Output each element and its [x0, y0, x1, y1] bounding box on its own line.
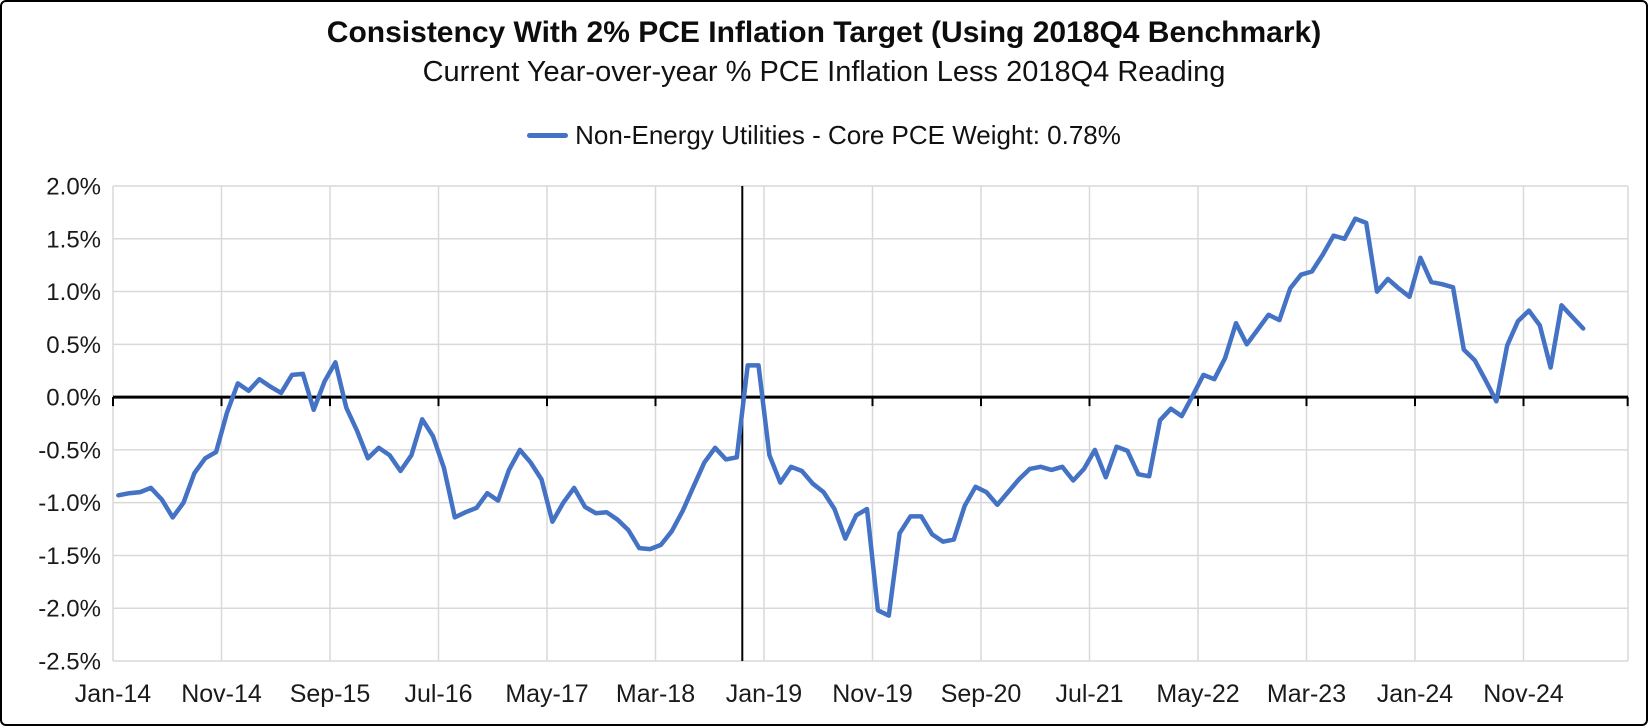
- legend-line-marker: [527, 133, 569, 138]
- x-axis-tick-label: Jul-21: [1055, 680, 1123, 708]
- y-axis-tick-label: -0.5%: [38, 437, 101, 464]
- legend-label: Non-Energy Utilities - Core PCE Weight: …: [575, 120, 1121, 150]
- y-axis-tick-label: 0.0%: [46, 385, 101, 412]
- chart-subtitle: Current Year-over-year % PCE Inflation L…: [422, 56, 1226, 88]
- y-axis-tick-label: 1.0%: [46, 279, 101, 306]
- x-axis-tick-label: Mar-18: [616, 680, 695, 708]
- x-axis-tick-label: May-17: [505, 680, 588, 708]
- x-axis-tick-label: Jan-19: [726, 680, 802, 708]
- chart-title: Consistency With 2% PCE Inflation Target…: [326, 16, 1322, 49]
- y-axis-tick-label: 1.5%: [46, 226, 101, 253]
- x-axis-tick-label: Sep-20: [941, 680, 1022, 708]
- y-axis-tick-label: -1.5%: [38, 543, 101, 570]
- y-axis-tick-label: -2.0%: [38, 596, 101, 623]
- x-axis-tick-label: Sep-15: [290, 680, 371, 708]
- y-axis-tick-label: -2.5%: [38, 649, 101, 676]
- legend: Non-Energy Utilities - Core PCE Weight: …: [2, 120, 1646, 151]
- y-axis-tick-label: -1.0%: [38, 490, 101, 517]
- x-axis-tick-label: Jan-24: [1377, 680, 1454, 708]
- x-axis-tick-label: Jul-16: [404, 680, 472, 708]
- y-axis-tick-label: 2.0%: [46, 174, 101, 201]
- x-axis-tick-label: Jan-14: [75, 680, 152, 708]
- y-axis-tick-label: 0.5%: [46, 332, 101, 359]
- x-axis-tick-label: Nov-24: [1483, 680, 1564, 708]
- x-axis-tick-label: Nov-14: [181, 680, 262, 708]
- x-axis-tick-label: Nov-19: [832, 680, 913, 708]
- data-line-series: [116, 216, 1586, 618]
- x-axis-tick-label: May-22: [1156, 680, 1239, 708]
- x-axis-tick-label: Mar-23: [1267, 680, 1346, 708]
